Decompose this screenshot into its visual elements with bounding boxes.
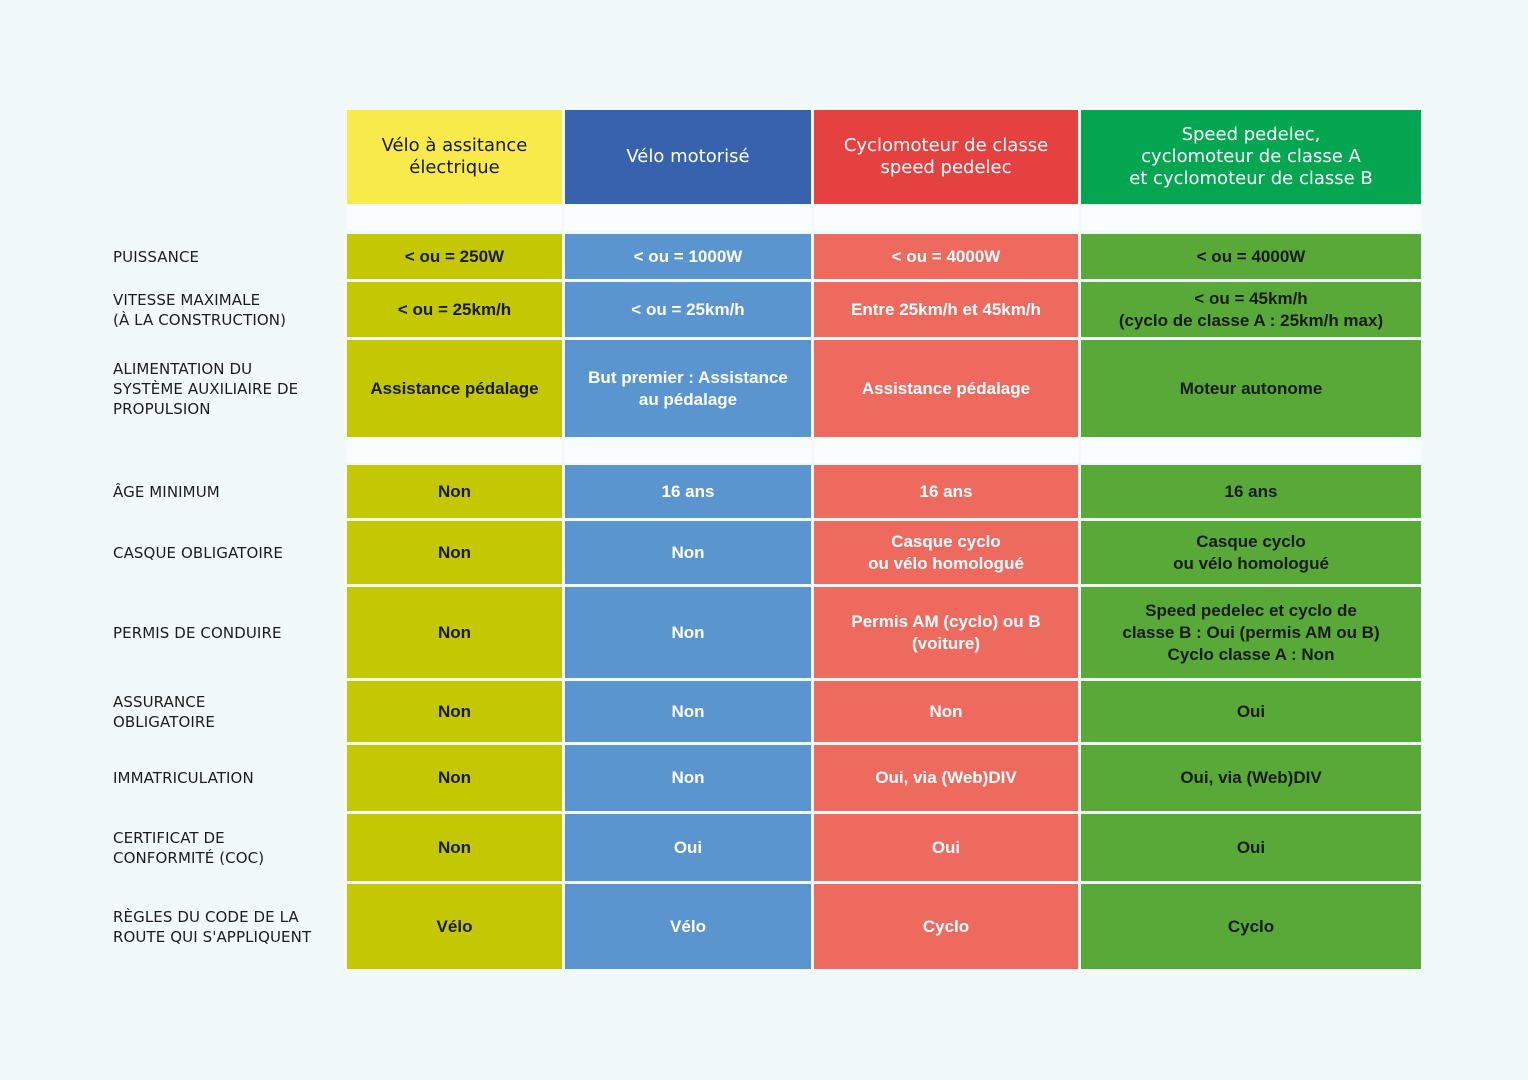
row-label: VITESSE MAXIMALE (À LA CONSTRUCTION) [113, 290, 287, 329]
table-cell: Casque cyclo ou vélo homologué [1081, 521, 1421, 584]
table-cell: Non [347, 521, 562, 584]
table-cell: < ou = 4000W [814, 234, 1078, 279]
table-cell: Vélo [565, 884, 811, 969]
table-cell: Vélo [347, 884, 562, 969]
table-cell: < ou = 25km/h [565, 282, 811, 337]
header-gap [814, 206, 1078, 230]
table-cell: Non [347, 814, 562, 881]
table-cell: Casque cyclo ou vélo homologué [814, 521, 1078, 584]
row-label: CASQUE OBLIGATOIRE [113, 543, 283, 562]
row-label: RÈGLES DU CODE DE LA ROUTE QUI S'APPLIQU… [113, 907, 312, 946]
table-cell: Non [347, 587, 562, 678]
table-row: IMMATRICULATION Non Non Oui, via (Web)DI… [0, 745, 1528, 811]
table-cell: Assistance pédalage [814, 340, 1078, 437]
table-cell: Non [347, 745, 562, 811]
row-label: IMMATRICULATION [113, 769, 254, 787]
header-velo-assistance: Vélo à assitance électrique [347, 110, 562, 204]
table-cell: Oui, via (Web)DIV [1081, 745, 1421, 811]
table-cell: Oui, via (Web)DIV [814, 745, 1078, 811]
table-row: ÂGE MINIMUM Non 16 ans 16 ans 16 ans [0, 465, 1528, 518]
table-cell: Oui [1081, 814, 1421, 881]
table-cell: < ou = 4000W [1081, 234, 1421, 279]
row-label: ASSURANCE OBLIGATOIRE [113, 692, 215, 731]
table-cell: Non [565, 745, 811, 811]
row-label: CERTIFICAT DE CONFORMITÉ (COC) [113, 828, 265, 867]
table-row: CERTIFICAT DE CONFORMITÉ (COC) Non Oui O… [0, 814, 1528, 881]
header-cyclomoteur-speed-pedelec: Cyclomoteur de classe speed pedelec [814, 110, 1078, 204]
table-row: ASSURANCE OBLIGATOIRE Non Non Non Oui [0, 681, 1528, 742]
header-gap [565, 206, 811, 230]
table-cell: Cyclo [814, 884, 1078, 969]
section-gap [814, 439, 1078, 463]
table-row: VITESSE MAXIMALE (À LA CONSTRUCTION) < o… [0, 282, 1528, 337]
table-cell: Assistance pédalage [347, 340, 562, 437]
row-label: ÂGE MINIMUM [113, 482, 220, 501]
table-cell: Non [565, 521, 811, 584]
table-cell: Non [565, 681, 811, 742]
table-row: PUISSANCE < ou = 250W < ou = 1000W < ou … [0, 234, 1528, 279]
section-gap [347, 439, 562, 463]
table-row: CASQUE OBLIGATOIRE Non Non Casque cyclo … [0, 521, 1528, 584]
table-cell: 16 ans [1081, 465, 1421, 518]
row-label: PUISSANCE [113, 247, 200, 266]
table-cell: < ou = 1000W [565, 234, 811, 279]
table-cell: Permis AM (cyclo) ou B (voiture) [814, 587, 1078, 678]
table-cell: < ou = 45km/h (cyclo de classe A : 25km/… [1081, 282, 1421, 337]
table-row: ALIMENTATION DU SYSTÈME AUXILIAIRE DE PR… [0, 340, 1528, 437]
table-cell: Non [347, 465, 562, 518]
header-velo-motorise: Vélo motorisé [565, 110, 811, 204]
section-gap [1081, 439, 1421, 463]
table-row: RÈGLES DU CODE DE LA ROUTE QUI S'APPLIQU… [0, 884, 1528, 969]
table-cell: But premier : Assistance au pédalage [565, 340, 811, 437]
table-cell: Non [347, 681, 562, 742]
row-label: PERMIS DE CONDUIRE [113, 623, 282, 642]
table-cell: 16 ans [814, 465, 1078, 518]
header-gap [1081, 206, 1421, 230]
table-cell: Oui [565, 814, 811, 881]
header-speed-pedelec-cyclo-ab: Speed pedelec, cyclomoteur de classe A e… [1081, 110, 1421, 204]
table-cell: Oui [1081, 681, 1421, 742]
row-label: ALIMENTATION DU SYSTÈME AUXILIAIRE DE PR… [113, 359, 299, 418]
table-row: PERMIS DE CONDUIRE Non Non Permis AM (cy… [0, 587, 1528, 678]
table-cell: Speed pedelec et cyclo de classe B : Oui… [1081, 587, 1421, 678]
table-cell: Moteur autonome [1081, 340, 1421, 437]
table-cell: Entre 25km/h et 45km/h [814, 282, 1078, 337]
table-cell: < ou = 250W [347, 234, 562, 279]
table-cell: 16 ans [565, 465, 811, 518]
table-cell: Cyclo [1081, 884, 1421, 969]
table-cell: Oui [814, 814, 1078, 881]
section-gap [565, 439, 811, 463]
table-cell: Non [565, 587, 811, 678]
table-cell: < ou = 25km/h [347, 282, 562, 337]
table-cell: Non [814, 681, 1078, 742]
header-gap [347, 206, 562, 230]
